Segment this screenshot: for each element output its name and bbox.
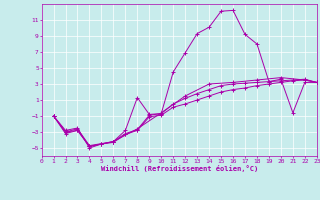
X-axis label: Windchill (Refroidissement éolien,°C): Windchill (Refroidissement éolien,°C) [100, 165, 258, 172]
